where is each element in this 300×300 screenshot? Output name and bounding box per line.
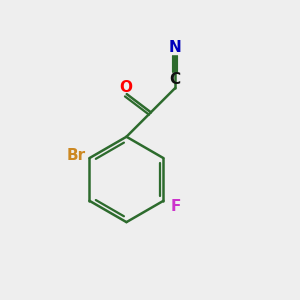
Text: N: N [169,40,182,55]
Text: O: O [119,80,132,95]
Text: C: C [170,73,181,88]
Text: F: F [171,199,181,214]
Text: Br: Br [67,148,86,163]
